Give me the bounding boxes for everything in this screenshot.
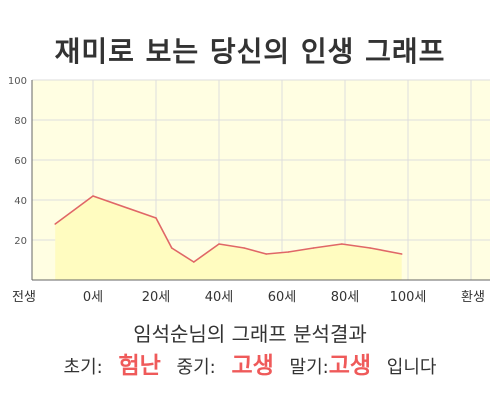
x-tick-label: 전생 — [12, 290, 36, 305]
analysis-result: 초기: 험난 중기: 고생 말기:고생 입니다 — [0, 346, 500, 380]
x-tick-label: 60세 — [268, 290, 297, 305]
late-label: 말기: — [289, 357, 329, 378]
analysis-subtitle: 임석순님의 그래프 분석결과 — [133, 322, 367, 346]
early-value: 험난 — [118, 353, 161, 379]
x-tick-label: 0세 — [83, 290, 103, 305]
data-point — [243, 247, 245, 249]
data-point — [287, 251, 290, 253]
data-point — [265, 253, 268, 255]
data-point — [54, 223, 56, 225]
y-tick-label: 40 — [14, 196, 27, 207]
data-point — [218, 243, 220, 245]
x-tick-label: 100세 — [390, 290, 427, 305]
data-point — [193, 261, 195, 263]
x-tick-label: 환생 — [461, 290, 485, 305]
data-point — [341, 243, 343, 245]
data-point — [312, 247, 315, 249]
data-point — [170, 247, 173, 249]
late-value: 고생 — [328, 353, 372, 379]
life-graph-chart: 20 40 60 80 100 전생 0세 20세 40세 60세 80세 100세 환생 — [8, 76, 490, 305]
data-point — [92, 195, 94, 197]
y-tick-label: 60 — [14, 156, 27, 167]
x-tick-label: 40세 — [205, 290, 234, 305]
data-point — [369, 247, 372, 249]
life-area — [55, 196, 402, 280]
y-tick-label: 80 — [14, 116, 27, 127]
early-label: 초기: — [63, 357, 103, 378]
middle-label: 중기: — [176, 357, 216, 378]
x-tick-label: 20세 — [142, 290, 171, 305]
page-title: 재미로 보는 당신의 인생 그래프 — [54, 35, 446, 68]
result-ending: 입니다 — [386, 357, 437, 378]
y-tick-label: 100 — [8, 76, 27, 87]
middle-value: 고생 — [231, 353, 274, 379]
y-tick-label: 20 — [14, 236, 27, 247]
data-point — [400, 253, 403, 255]
data-point — [155, 217, 157, 219]
x-tick-label: 80세 — [331, 290, 360, 305]
